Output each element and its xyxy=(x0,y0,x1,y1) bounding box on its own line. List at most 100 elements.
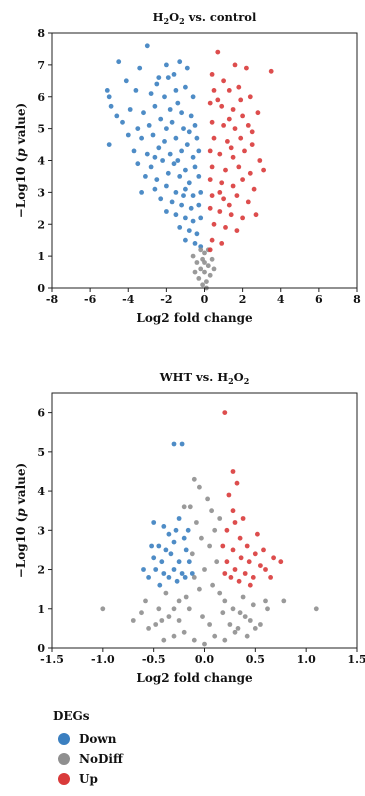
point-up-45 xyxy=(211,221,217,227)
point-nodiff-0 xyxy=(100,606,106,612)
point-down-8 xyxy=(104,88,110,93)
point-down-10 xyxy=(106,94,112,100)
point-up-42 xyxy=(217,209,223,214)
point-down-86 xyxy=(152,154,158,160)
point-nodiff-44 xyxy=(161,637,167,643)
point-nodiff-32 xyxy=(159,618,165,623)
point-up-1 xyxy=(230,469,236,474)
point-down-43 xyxy=(190,154,196,160)
point-down-67 xyxy=(188,205,194,211)
point-down-13 xyxy=(176,559,182,565)
point-down-38 xyxy=(131,148,137,154)
point-down-22 xyxy=(188,113,194,119)
point-nodiff-12 xyxy=(209,508,215,514)
point-up-34 xyxy=(230,183,236,189)
point-up-55 xyxy=(238,97,244,103)
point-nodiff-0 xyxy=(190,253,196,259)
point-nodiff-34 xyxy=(153,622,159,627)
x-tick-label: 0.5 xyxy=(246,653,265,666)
point-down-6 xyxy=(137,65,143,71)
point-down-14 xyxy=(173,88,179,93)
point-nodiff-15 xyxy=(199,535,204,541)
legend-label-up: Up xyxy=(79,772,98,786)
point-up-23 xyxy=(207,148,213,154)
point-down-51 xyxy=(143,174,148,179)
point-down-34 xyxy=(173,135,179,141)
point-down-87 xyxy=(175,158,181,163)
point-down-8 xyxy=(171,539,177,545)
point-nodiff-30 xyxy=(166,614,172,619)
point-down-9 xyxy=(181,535,187,541)
point-nodiff-55 xyxy=(240,594,246,600)
point-down-1 xyxy=(116,59,122,65)
point-nodiff-5 xyxy=(265,606,270,612)
point-up-6 xyxy=(247,94,253,100)
y-tick-label: 5 xyxy=(37,123,45,136)
point-up-11 xyxy=(207,100,213,106)
point-up-3 xyxy=(232,520,238,525)
point-up-21 xyxy=(236,578,242,584)
point-down-2 xyxy=(161,524,167,529)
point-nodiff-33 xyxy=(247,618,253,623)
point-down-32 xyxy=(150,132,156,138)
point-up-7 xyxy=(230,547,236,553)
point-nodiff-25 xyxy=(222,598,228,604)
point-down-58 xyxy=(152,186,158,192)
point-nodiff-27 xyxy=(230,606,236,612)
point-down-77 xyxy=(183,237,188,243)
point-nodiff-53 xyxy=(250,602,256,608)
point-up-12 xyxy=(258,563,263,568)
point-down-63 xyxy=(198,190,204,195)
legend-swatch-down xyxy=(58,733,70,745)
point-down-27 xyxy=(149,543,155,549)
point-nodiff-52 xyxy=(156,606,162,612)
point-up-46 xyxy=(223,225,228,230)
point-nodiff-3 xyxy=(202,269,207,275)
x-tick-label: 0 xyxy=(201,293,209,306)
point-nodiff-12 xyxy=(200,282,206,288)
point-nodiff-9 xyxy=(197,484,202,490)
point-nodiff-11 xyxy=(187,504,193,510)
point-down-19 xyxy=(152,103,158,109)
point-up-27 xyxy=(257,158,263,163)
point-up-28 xyxy=(209,164,215,170)
legend-label-nodiff: NoDiff xyxy=(79,752,123,766)
point-up-36 xyxy=(251,186,257,192)
point-up-4 xyxy=(209,72,215,77)
point-nodiff-10 xyxy=(205,496,211,502)
point-down-70 xyxy=(173,212,179,218)
point-up-25 xyxy=(230,154,236,160)
point-down-75 xyxy=(186,228,192,234)
point-down-78 xyxy=(192,241,198,246)
point-up-4 xyxy=(224,527,230,533)
point-down-7 xyxy=(163,547,169,553)
point-down-29 xyxy=(192,123,198,128)
point-up-13 xyxy=(232,567,238,572)
x-tick-label: -0.5 xyxy=(142,653,166,666)
point-down-20 xyxy=(166,575,172,580)
point-up-35 xyxy=(240,177,246,183)
plot-frame xyxy=(51,32,358,289)
point-down-25 xyxy=(146,575,152,580)
point-nodiff-28 xyxy=(171,606,177,612)
point-down-0 xyxy=(144,43,150,49)
point-down-37 xyxy=(106,142,112,148)
legend-item-up: Up xyxy=(53,769,123,789)
point-nodiff-20 xyxy=(191,575,197,580)
x-tick-label: 8 xyxy=(353,293,361,306)
point-up-30 xyxy=(236,164,242,170)
point-nodiff-17 xyxy=(189,551,195,557)
point-down-55 xyxy=(186,180,192,186)
point-up-0 xyxy=(215,49,221,55)
point-up-52 xyxy=(253,212,259,218)
point-nodiff-56 xyxy=(217,516,223,521)
point-down-41 xyxy=(167,151,173,157)
point-nodiff-14 xyxy=(198,247,204,253)
point-nodiff-16 xyxy=(207,543,213,549)
point-down-2 xyxy=(164,62,169,68)
point-down-22 xyxy=(182,575,188,580)
point-nodiff-31 xyxy=(242,614,248,619)
point-up-28 xyxy=(222,571,228,576)
volcano-plot-h2o2-vs-control: H2O2 vs. control -8 -6 -4 -2 0 2 4 6 8 0 1 2 3 4 5 6 7 8 Lo… xyxy=(14,10,361,325)
point-down-13 xyxy=(162,94,167,100)
